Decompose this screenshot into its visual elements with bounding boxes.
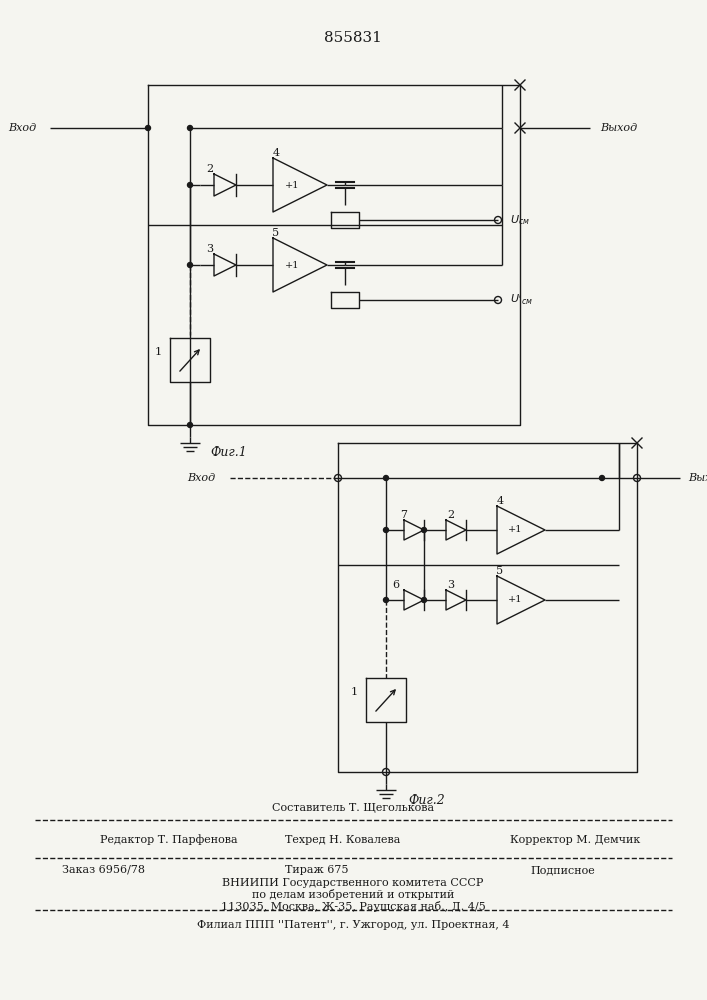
Text: ВНИИПИ Государственного комитета СССР: ВНИИПИ Государственного комитета СССР bbox=[222, 878, 484, 888]
Text: 7: 7 bbox=[400, 510, 407, 520]
Text: Составитель Т. Щеголькова: Составитель Т. Щеголькова bbox=[272, 803, 434, 813]
Text: +1: +1 bbox=[508, 526, 522, 534]
Circle shape bbox=[187, 182, 192, 188]
Circle shape bbox=[421, 528, 426, 532]
Text: 5: 5 bbox=[272, 228, 279, 238]
Circle shape bbox=[187, 125, 192, 130]
Text: 855831: 855831 bbox=[324, 31, 382, 45]
Text: Заказ 6956/78: Заказ 6956/78 bbox=[62, 865, 145, 875]
Text: Подписное: Подписное bbox=[530, 865, 595, 875]
Text: Вход: Вход bbox=[187, 473, 215, 483]
Text: Выход: Выход bbox=[600, 123, 637, 133]
Text: Выход: Выход bbox=[688, 473, 707, 483]
Text: 2: 2 bbox=[448, 510, 455, 520]
Circle shape bbox=[383, 528, 389, 532]
Text: 3: 3 bbox=[206, 244, 214, 254]
Circle shape bbox=[421, 597, 426, 602]
Text: Филиал ППП ''Патент'', г. Ужгород, ул. Проектная, 4: Филиал ППП ''Патент'', г. Ужгород, ул. П… bbox=[197, 920, 509, 930]
Text: 1: 1 bbox=[154, 347, 162, 357]
Circle shape bbox=[383, 597, 389, 602]
Text: Техред Н. Ковалева: Техред Н. Ковалева bbox=[285, 835, 400, 845]
Text: Тираж 675: Тираж 675 bbox=[285, 865, 349, 875]
Text: 113035, Москва, Ж-35, Раушская наб., Д. 4/5: 113035, Москва, Ж-35, Раушская наб., Д. … bbox=[221, 902, 486, 912]
Text: 4: 4 bbox=[272, 148, 279, 158]
Text: по делам изобретений и открытий: по делам изобретений и открытий bbox=[252, 890, 454, 900]
Text: 5: 5 bbox=[496, 566, 503, 576]
Text: Фиг.2: Фиг.2 bbox=[408, 794, 445, 806]
Circle shape bbox=[600, 476, 604, 481]
Text: 1: 1 bbox=[351, 687, 358, 697]
Text: 4: 4 bbox=[496, 496, 503, 506]
Text: Корректор М. Демчик: Корректор М. Демчик bbox=[510, 835, 641, 845]
Circle shape bbox=[187, 262, 192, 267]
Text: $U_{см}$: $U_{см}$ bbox=[510, 213, 530, 227]
Text: Редактор Т. Парфенова: Редактор Т. Парфенова bbox=[100, 835, 238, 845]
Text: +1: +1 bbox=[285, 180, 299, 190]
Text: 3: 3 bbox=[448, 580, 455, 590]
Circle shape bbox=[187, 422, 192, 428]
Circle shape bbox=[383, 476, 389, 481]
Text: 2: 2 bbox=[206, 164, 214, 174]
Text: Вход: Вход bbox=[8, 123, 36, 133]
Text: +1: +1 bbox=[508, 595, 522, 604]
Circle shape bbox=[146, 125, 151, 130]
Text: Фиг.1: Фиг.1 bbox=[210, 446, 247, 460]
Text: +1: +1 bbox=[285, 260, 299, 269]
Text: 6: 6 bbox=[392, 580, 399, 590]
Text: $U'_{см}$: $U'_{см}$ bbox=[510, 293, 533, 307]
